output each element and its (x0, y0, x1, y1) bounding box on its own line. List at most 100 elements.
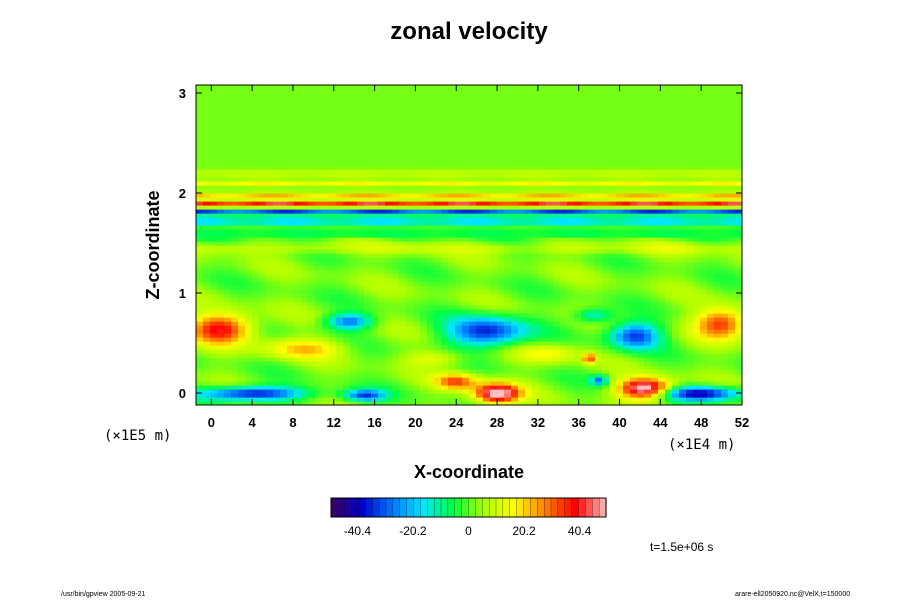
heatmap-cell (497, 377, 505, 382)
heatmap-cell (217, 225, 225, 230)
heatmap-cell (651, 209, 659, 214)
heatmap-cell (210, 301, 218, 306)
heatmap-cell (609, 369, 617, 374)
heatmap-cell (364, 329, 372, 334)
heatmap-cell (343, 197, 351, 202)
heatmap-cell (413, 297, 421, 302)
heatmap-cell (651, 169, 659, 174)
heatmap-cell (560, 257, 568, 262)
heatmap-cell (210, 197, 218, 202)
heatmap-cell (476, 189, 484, 194)
heatmap-cell (707, 397, 715, 402)
heatmap-cell (707, 165, 715, 170)
heatmap-cell (343, 393, 351, 398)
heatmap-cell (511, 325, 519, 330)
heatmap-cell (651, 173, 659, 178)
heatmap-cell (280, 369, 288, 374)
heatmap-cell (546, 393, 554, 398)
heatmap-cell (420, 257, 428, 262)
heatmap-cell (217, 317, 225, 322)
heatmap-cell (448, 381, 456, 386)
heatmap-cell (196, 365, 204, 370)
heatmap-cell (378, 209, 386, 214)
heatmap-cell (630, 257, 638, 262)
heatmap-cell (539, 305, 547, 310)
heatmap-cell (455, 301, 463, 306)
heatmap-cell (350, 361, 358, 366)
heatmap-cell (273, 337, 281, 342)
heatmap-cell (315, 193, 323, 198)
heatmap-cell (651, 321, 659, 326)
heatmap-cell (693, 385, 701, 390)
heatmap-cell (679, 317, 687, 322)
heatmap-cell (588, 313, 596, 318)
heatmap-cell (525, 157, 533, 162)
heatmap-cell (203, 345, 211, 350)
heatmap-cell (259, 369, 267, 374)
heatmap-cell (588, 373, 596, 378)
heatmap-cell (252, 181, 260, 186)
heatmap-cell (581, 229, 589, 234)
heatmap-cell (518, 149, 526, 154)
heatmap-cell (686, 249, 694, 254)
heatmap-cell (581, 381, 589, 386)
heatmap-cell (511, 341, 519, 346)
heatmap-cell (476, 201, 484, 206)
heatmap-cell (735, 333, 742, 338)
heatmap-cell (203, 169, 211, 174)
heatmap-cell (315, 157, 323, 162)
heatmap-cell (714, 197, 722, 202)
heatmap-cell (483, 285, 491, 290)
heatmap-cell (511, 277, 519, 282)
heatmap-cell (266, 265, 274, 270)
heatmap-cell (644, 225, 652, 230)
heatmap-cell (245, 353, 253, 358)
heatmap-cell (343, 253, 351, 258)
heatmap-cell (637, 201, 645, 206)
heatmap-cell (280, 161, 288, 166)
heatmap-cell (252, 341, 260, 346)
heatmap-cell (623, 325, 631, 330)
heatmap-cell (406, 177, 414, 182)
heatmap-cell (371, 381, 379, 386)
heatmap-cell (343, 245, 351, 250)
heatmap-cell (658, 313, 666, 318)
heatmap-cell (665, 309, 673, 314)
heatmap-cell (406, 261, 414, 266)
heatmap-cell (483, 281, 491, 286)
heatmap-cell (224, 309, 232, 314)
heatmap-cell (434, 229, 442, 234)
heatmap-cell (308, 253, 316, 258)
heatmap-cell (679, 197, 687, 202)
heatmap-cell (686, 257, 694, 262)
heatmap-cell (714, 313, 722, 318)
heatmap-cell (441, 277, 449, 282)
heatmap-cell (581, 369, 589, 374)
heatmap-cell (322, 261, 330, 266)
heatmap-cell (644, 193, 652, 198)
heatmap-cell (371, 225, 379, 230)
heatmap-cell (525, 353, 533, 358)
heatmap-cell (273, 245, 281, 250)
heatmap-cell (602, 213, 610, 218)
heatmap-cell (343, 153, 351, 158)
heatmap-cell (385, 349, 393, 354)
heatmap-cell (588, 245, 596, 250)
heatmap-cell (693, 233, 701, 238)
heatmap-cell (280, 393, 288, 398)
heatmap-cell (329, 273, 337, 278)
heatmap-cell (448, 277, 456, 282)
heatmap-cell (532, 377, 540, 382)
heatmap-cell (434, 397, 442, 402)
heatmap-cell (546, 193, 554, 198)
heatmap-cell (392, 153, 400, 158)
heatmap-cell (357, 297, 365, 302)
heatmap-cell (301, 237, 309, 242)
heatmap-cell (385, 289, 393, 294)
heatmap-cell (609, 345, 617, 350)
heatmap-cell (196, 181, 204, 186)
heatmap-cell (539, 245, 547, 250)
heatmap-cell (252, 277, 260, 282)
heatmap-cell (721, 265, 729, 270)
heatmap-cell (595, 177, 603, 182)
